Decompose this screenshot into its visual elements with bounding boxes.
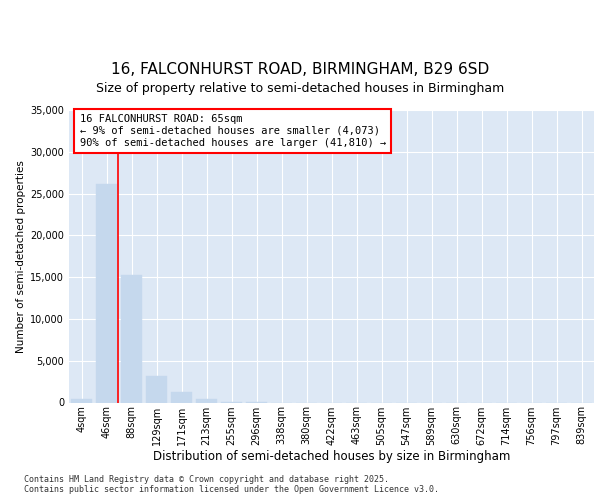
Text: 16 FALCONHURST ROAD: 65sqm
← 9% of semi-detached houses are smaller (4,073)
90% : 16 FALCONHURST ROAD: 65sqm ← 9% of semi-… [79, 114, 386, 148]
Bar [71, 399, 92, 402]
Text: Contains HM Land Registry data © Crown copyright and database right 2025.
Contai: Contains HM Land Registry data © Crown c… [24, 474, 439, 494]
Bar [196, 399, 217, 402]
Bar [96, 184, 117, 402]
Text: 16, FALCONHURST ROAD, BIRMINGHAM, B29 6SD: 16, FALCONHURST ROAD, BIRMINGHAM, B29 6S… [111, 62, 489, 78]
Bar [121, 276, 142, 402]
Text: Size of property relative to semi-detached houses in Birmingham: Size of property relative to semi-detach… [96, 82, 504, 95]
X-axis label: Distribution of semi-detached houses by size in Birmingham: Distribution of semi-detached houses by … [153, 450, 510, 464]
Y-axis label: Number of semi-detached properties: Number of semi-detached properties [16, 160, 26, 352]
Bar [146, 376, 167, 402]
Bar [171, 392, 192, 402]
